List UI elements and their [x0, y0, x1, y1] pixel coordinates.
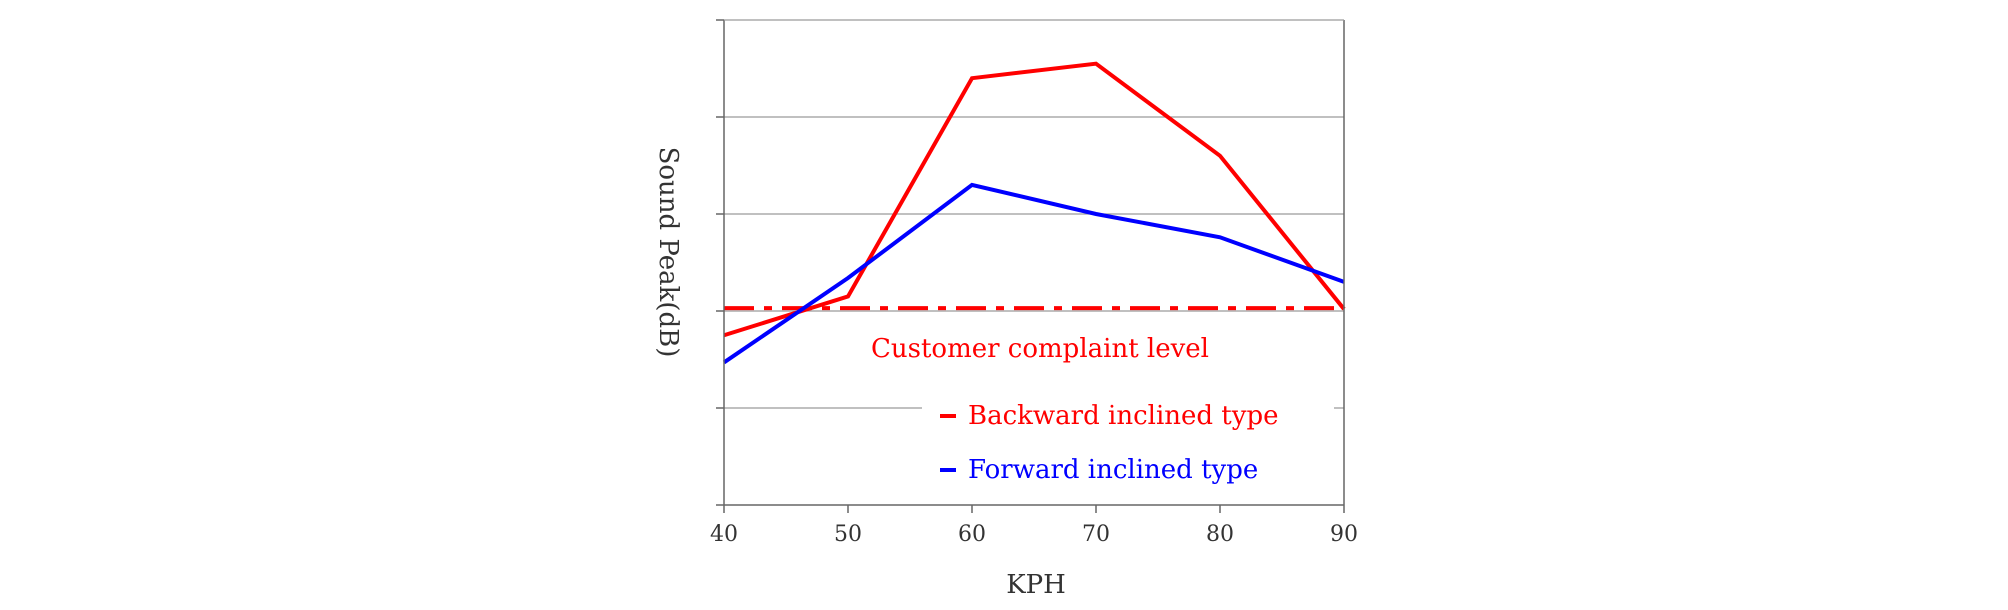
reference-line-label: Customer complaint level	[871, 334, 1209, 364]
legend: Backward inclined type Forward inclined …	[922, 396, 1334, 496]
x-tick-label: 60	[958, 522, 986, 547]
series-lines	[722, 61, 1346, 365]
legend-label-backward: Backward inclined type	[968, 401, 1278, 431]
x-tick-label: 40	[710, 522, 738, 547]
y-axis-title: Sound Peak(dB)	[653, 147, 683, 358]
x-tick-label: 70	[1082, 522, 1110, 547]
x-tick-label: 90	[1330, 522, 1358, 547]
backward-inclined-line	[723, 61, 1346, 338]
legend-background	[922, 396, 1334, 496]
x-tick-label: 80	[1206, 522, 1234, 547]
axes	[716, 19, 1345, 513]
grid-lines	[724, 116, 1344, 409]
forward-inclined-line	[722, 182, 1345, 365]
x-tick-label: 50	[834, 522, 862, 547]
x-tick-labels: 40 50 60 70 80 90	[710, 522, 1358, 547]
x-axis-title: KPH	[1006, 570, 1066, 600]
legend-label-forward: Forward inclined type	[968, 455, 1258, 485]
